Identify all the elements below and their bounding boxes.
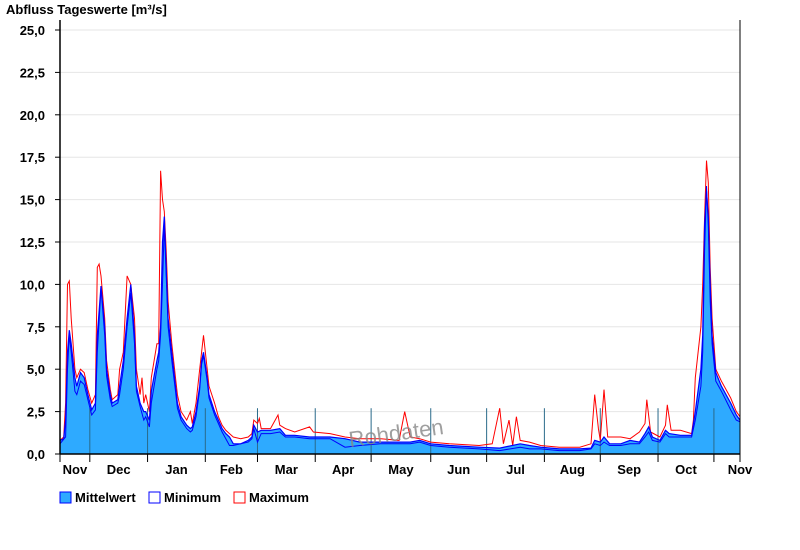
legend-swatch-mittelwert bbox=[59, 491, 72, 504]
x-tick-label: Mar bbox=[275, 462, 298, 477]
x-tick-label: Oct bbox=[675, 462, 697, 477]
x-tick-label: Dec bbox=[107, 462, 131, 477]
legend-label-maximum: Maximum bbox=[249, 490, 309, 505]
x-tick-label: Aug bbox=[560, 462, 585, 477]
x-tick-label: Sep bbox=[617, 462, 641, 477]
y-tick-label: 0,0 bbox=[27, 447, 45, 462]
legend-item-mittelwert[interactable]: Mittelwert bbox=[59, 490, 136, 505]
x-tick-label: Jan bbox=[165, 462, 187, 477]
series-mittelwert-area bbox=[60, 191, 740, 454]
y-tick-label: 25,0 bbox=[20, 23, 45, 38]
legend-label-mittelwert: Mittelwert bbox=[75, 490, 136, 505]
legend-item-maximum[interactable]: Maximum bbox=[233, 490, 309, 505]
legend: Mittelwert Minimum Maximum bbox=[59, 490, 309, 505]
series-mittelwert-line bbox=[59, 191, 741, 450]
y-tick-label: 12,5 bbox=[20, 235, 45, 250]
legend-item-minimum[interactable]: Minimum bbox=[148, 490, 221, 505]
y-tick-label: 10,0 bbox=[20, 277, 45, 292]
chart-title: Abfluss Tageswerte [m³/s] bbox=[6, 2, 167, 17]
plot-area bbox=[59, 160, 741, 454]
y-tick-label: 17,5 bbox=[20, 150, 45, 165]
x-tick-label: Nov bbox=[728, 462, 753, 477]
legend-label-minimum: Minimum bbox=[164, 490, 221, 505]
series-maximum-line bbox=[59, 160, 741, 448]
x-tick-label: Jun bbox=[447, 462, 470, 477]
legend-swatch-maximum bbox=[233, 491, 246, 504]
y-tick-label: 20,0 bbox=[20, 108, 45, 123]
y-tick-label: 22,5 bbox=[20, 65, 45, 80]
series-minimum-line bbox=[59, 185, 741, 452]
x-tick-label: Jul bbox=[506, 462, 525, 477]
y-tick-label: 7,5 bbox=[27, 320, 45, 335]
axes: 0,0 2,5 5,0 7,5 10,0 12,5 15,0 17,5 20,0 22,5 25,0… bbox=[20, 20, 753, 477]
x-tick-label: Nov bbox=[63, 462, 88, 477]
x-tick-label: Apr bbox=[332, 462, 354, 477]
y-tick-label: 5,0 bbox=[27, 362, 45, 377]
y-tick-label: 2,5 bbox=[27, 405, 45, 420]
legend-swatch-minimum bbox=[148, 491, 161, 504]
y-tick-label: 15,0 bbox=[20, 193, 45, 208]
x-tick-label: May bbox=[388, 462, 414, 477]
x-tick-label: Feb bbox=[220, 462, 243, 477]
